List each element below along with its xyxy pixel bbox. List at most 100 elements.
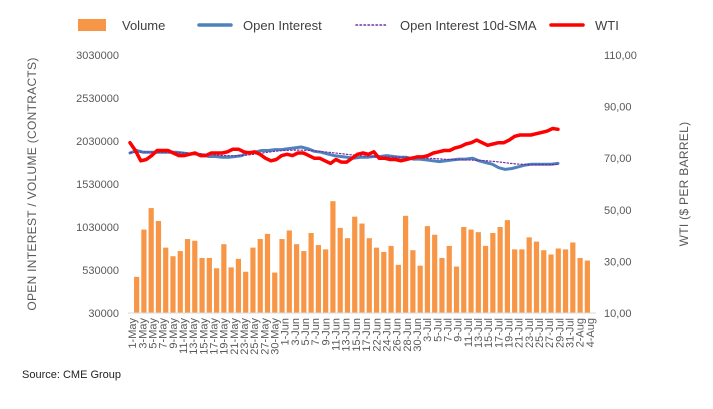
volume-bar [352,216,358,313]
x-tick-label: 3-Jul [422,318,434,342]
volume-bar [141,229,147,313]
y-tick-label: 530000 [82,265,119,277]
volume-bar [286,230,292,313]
volume-bar [148,208,154,313]
x-tick-label: 23-May [239,318,251,355]
x-tick-label: 3-Jun [290,318,302,346]
volume-bar [446,245,452,313]
x-tick-label: 3-May [137,318,149,349]
y-tick-label: 30000 [88,308,119,320]
y-tick-label: 2530000 [76,93,119,105]
y2-tick-label: 90,00 [604,102,632,114]
volume-bar [257,239,263,313]
volume-bar [206,257,212,313]
y-tick-label: 3030000 [76,50,119,62]
volume-bar [526,237,532,313]
volume-bar [541,250,547,313]
y-tick-label: 1530000 [76,179,119,191]
volume-bar [228,267,234,313]
x-tick-label: 9-Jul [453,318,465,342]
volume-bar [417,265,423,313]
volume-bar [468,229,474,313]
volume-bar [424,226,431,313]
volume-bars [134,201,590,313]
volume-bar [243,271,249,313]
x-tick-label: 29-Jul [554,318,566,348]
volume-bar [359,223,365,313]
x-tick-label: 27-May [259,318,271,355]
y2-tick-label: 110,00 [604,50,637,62]
x-tick-label: 9-May [168,318,180,349]
volume-bar [461,227,467,313]
volume-bar [497,227,503,313]
x-tick-label: 13-Jun [341,318,353,352]
x-tick-label: 17-Jun [361,318,373,352]
volume-bar [584,260,590,313]
y-tick-label: 1030000 [76,222,119,234]
axes: 3030000 2530000 2030000 1530000 1030000 53000… [25,50,691,355]
x-tick-label: 15-Jun [351,318,363,352]
volume-bar [235,258,242,313]
x-tick-label: 7-Jul [442,318,454,342]
x-tick-label: 13-Jul [473,318,485,348]
y2-tick-label: 30,00 [604,256,632,268]
x-tick-label: 5-Jun [300,318,312,346]
series-lines [128,126,560,171]
volume-bar [344,238,351,313]
volume-bar [163,247,169,313]
x-tick-label: 9-Jun [320,318,332,346]
volume-bar [577,257,583,313]
x-tick-label: 5-Jul [432,318,444,342]
x-tick-label: 17-Jul [493,318,505,348]
legend-label: WTI [595,18,619,33]
x-tick-label: 22-Jun [371,318,383,352]
volume-bar [155,220,162,313]
volume-bar [490,233,496,313]
volume-bar [570,242,576,313]
legend-label: Open Interest 10d-SMA [400,18,537,33]
source-note: Source: CME Group [22,369,122,381]
volume-bar [482,245,489,313]
x-tick-label: 13-May [188,318,200,355]
volume-bar [439,257,445,313]
x-tick-label: 19-May [219,318,231,355]
legend: Volume Open Interest Open Interest 10d-SMA… [78,18,619,33]
volume-bar [184,239,191,313]
legend-swatch-volume [78,19,106,31]
volume-bar [264,233,271,313]
x-tick-label: 25-May [249,318,261,355]
x-tick-label: 25-Jul [534,318,546,348]
x-tick-label: 4-Aug [585,318,597,347]
volume-bar [323,249,329,313]
x-tick-label: 15-May [198,318,210,355]
x-tick-label: 26-Jun [392,318,404,352]
wti-line [128,126,560,166]
volume-bar [388,245,394,313]
volume-bar [134,276,140,313]
x-tick-label: 31-Jul [565,318,577,348]
x-tick-label: 11-Jul [463,318,475,347]
volume-bar [475,232,481,313]
volume-bar [381,251,387,313]
x-tick-label: 23-Jul [524,318,536,348]
y2-tick-label: 50,00 [604,205,632,217]
x-tick-label: 7-May [158,318,170,349]
x-tick-label: 5-May [147,318,159,349]
x-tick-label: 30-Jun [412,318,424,352]
x-tick-label: 7-Jun [310,318,322,346]
x-tick-label: 27-Jul [544,318,556,348]
volume-bar [504,220,510,313]
volume-bar [562,249,569,313]
legend-label: Open Interest [243,18,322,33]
legend-label: Volume [122,18,165,33]
volume-bar [199,257,205,313]
volume-bar [373,247,380,313]
volume-bar [170,256,176,313]
y2-tick-label: 10,00 [604,308,632,320]
volume-bar [308,233,314,313]
volume-bar [279,239,285,313]
volume-bar [555,248,561,313]
x-tick-label: 21-May [229,318,241,355]
x-tick-label: 30-May [270,318,282,355]
